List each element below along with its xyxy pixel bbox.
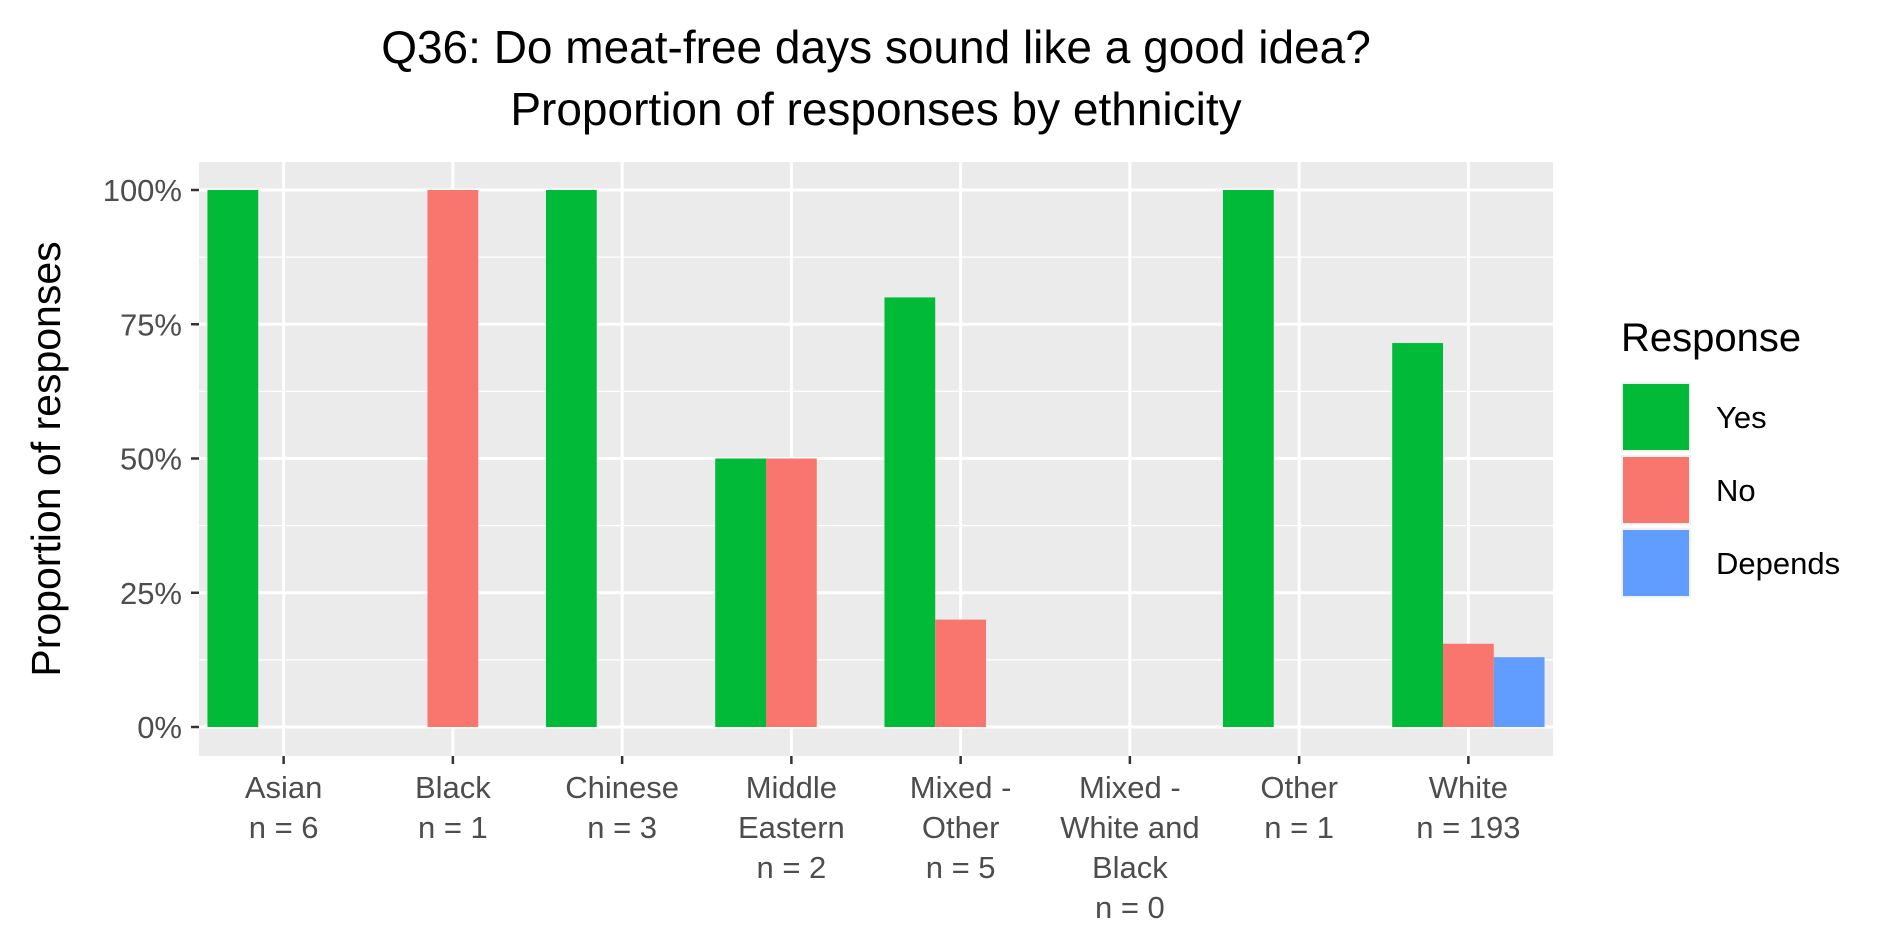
x-tick-label: Mixed -White and Black n = 0 [1060, 770, 1200, 925]
chart-title: Q36: Do meat-free days sound like a good… [381, 21, 1371, 73]
x-tick-label: Middle Eastern n = 2 [738, 770, 845, 885]
chart-subtitle: Proportion of responses by ethnicity [510, 83, 1241, 135]
bar-no-4 [935, 619, 987, 727]
bar-yes-2 [545, 190, 597, 727]
legend-label-yes: Yes [1716, 400, 1767, 435]
bar-no-7 [1442, 643, 1494, 727]
legend-label-no: No [1716, 473, 1756, 508]
y-tick-label: 50% [120, 442, 182, 477]
legend-title: Response [1621, 316, 1801, 360]
bar-yes-3 [715, 458, 766, 727]
legend-swatch-yes [1623, 384, 1689, 450]
bar-yes-7 [1392, 343, 1443, 727]
legend-label-depends: Depends [1716, 546, 1840, 581]
x-tick-label: Asian n = 6 [245, 770, 323, 845]
bar-no-1 [427, 190, 479, 727]
legend-swatch-no [1623, 457, 1689, 523]
bars [207, 190, 1545, 727]
bar-depends-7 [1493, 657, 1545, 727]
legend-swatch-depends [1623, 530, 1689, 596]
bar-yes-6 [1222, 190, 1274, 727]
x-tick-label: Mixed -Other n = 5 [910, 770, 1012, 885]
x-tick-label: White n = 193 [1416, 770, 1520, 845]
y-tick-label: 25% [120, 576, 182, 611]
bar-no-3 [765, 458, 817, 727]
y-tick-label: 0% [137, 710, 182, 745]
y-axis-label: Proportion of responses [23, 241, 69, 676]
x-tick-label: Black n = 1 [415, 770, 491, 845]
bar-yes-4 [884, 297, 936, 727]
y-tick-label: 100% [103, 173, 182, 208]
x-tick-label: Other n = 1 [1260, 770, 1338, 845]
bar-yes-0 [207, 190, 259, 727]
x-tick-label: Chinese n = 3 [565, 770, 679, 845]
axes: 0% 25% 50% 75% 100% Asian n = 6 Black n = 1 Chine… [103, 173, 1521, 925]
legend: Response Yes No Depends [1621, 316, 1840, 598]
y-tick-label: 75% [120, 307, 182, 342]
